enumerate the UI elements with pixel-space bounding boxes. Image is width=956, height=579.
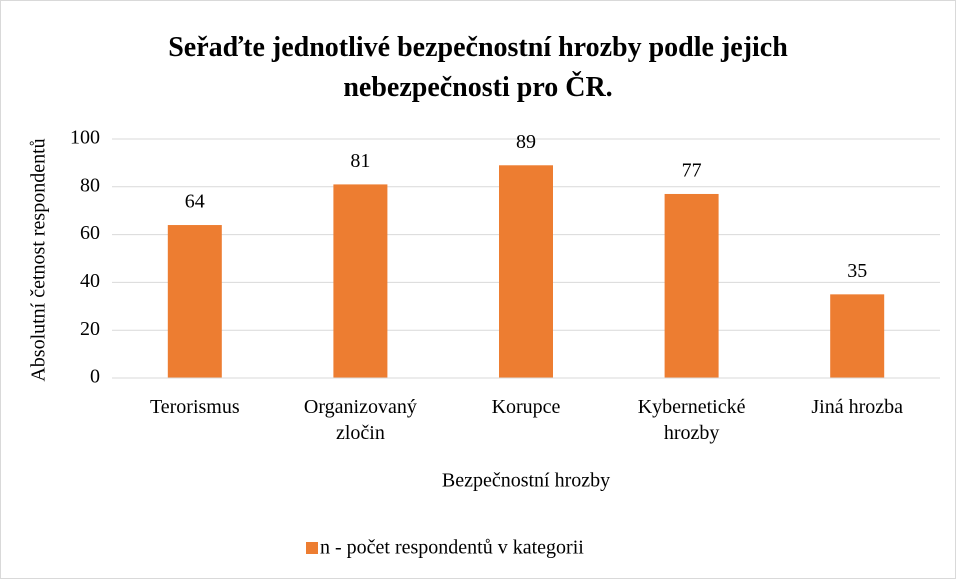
x-tick-box: Terorismus [149,396,240,418]
y-tick-label: 40 [80,270,100,292]
x-tick-box: Jiná hrozba [811,396,903,418]
x-tick-label: Organizovaný zločin [303,396,417,444]
y-tick-label: 100 [70,127,100,149]
data-label: 35 [847,260,867,282]
x-tick-label: Terorismus [149,396,240,418]
x-tick-label: Korupce [491,396,561,418]
x-axis-label: Bezpečnostní hrozby [442,470,610,492]
y-tick-label: 0 [90,366,100,388]
data-label: 64 [185,191,205,213]
x-tick-box: Kybernetické hrozby [637,396,746,444]
y-tick-label: 60 [80,222,100,244]
bar [167,225,222,378]
y-tick-label: 20 [80,318,100,340]
legend-swatch [306,542,318,554]
y-axis-label: Absolutní četnost respondentů [28,138,50,381]
data-label: 89 [516,131,536,153]
legend-label: n - počet respondentů v kategorii [320,537,584,559]
data-label: 81 [350,150,370,172]
bar [499,165,553,378]
bar [830,294,885,378]
bar [664,193,719,378]
x-tick-label: Jiná hrozba [811,396,903,418]
bar [333,184,388,378]
data-label: 77 [682,160,702,182]
title-box: Seřaďte jednotlivé bezpečnostní hrozby p… [168,32,788,103]
y-tick-label: 80 [80,174,100,196]
x-tick-box: Korupce [491,396,561,418]
x-tick-box: Organizovaný zločin [303,396,417,444]
chart-title: Seřaďte jednotlivé bezpečnostní hrozby p… [168,32,788,103]
x-tick-label: Kybernetické hrozby [637,396,746,444]
legend: n - počet respondentů v kategorii [306,537,584,559]
